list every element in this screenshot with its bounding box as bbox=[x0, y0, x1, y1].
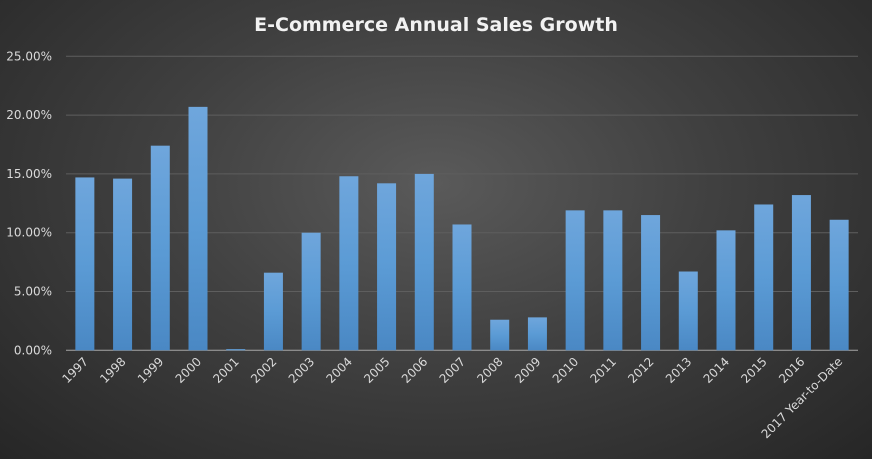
bar-2013 bbox=[678, 271, 698, 351]
x-tick-label: 2012 bbox=[625, 355, 656, 386]
bar-1999 bbox=[150, 145, 170, 351]
y-tick-label: 5.00% bbox=[14, 285, 52, 299]
x-tick-label: 2016 bbox=[776, 355, 807, 386]
bar-2003 bbox=[301, 232, 321, 351]
x-tick-label: 1999 bbox=[135, 355, 166, 386]
bar-1997 bbox=[75, 177, 95, 351]
y-tick-label: 0.00% bbox=[14, 343, 52, 357]
bar-2004 bbox=[339, 176, 359, 351]
x-tick-label: 2004 bbox=[323, 355, 354, 386]
bar-2017-year-to-date bbox=[829, 219, 849, 351]
x-tick-label: 1998 bbox=[97, 355, 128, 386]
bar-2000 bbox=[188, 106, 208, 351]
bar-2005 bbox=[377, 183, 397, 351]
bar-2007 bbox=[452, 224, 472, 351]
x-tick-label: 2002 bbox=[248, 355, 279, 386]
bar-2002 bbox=[263, 272, 283, 351]
x-tick-label: 2010 bbox=[550, 355, 581, 386]
bar-2011 bbox=[603, 210, 623, 351]
bar-1998 bbox=[113, 178, 133, 351]
y-tick-label: 25.00% bbox=[6, 49, 52, 63]
x-tick-label: 2011 bbox=[587, 355, 618, 386]
x-tick-label: 2005 bbox=[361, 355, 392, 386]
chart-title: E-Commerce Annual Sales Growth bbox=[254, 14, 618, 36]
x-tick-label: 2001 bbox=[210, 355, 241, 386]
x-tick-label: 2000 bbox=[173, 355, 204, 386]
y-tick-label: 20.00% bbox=[6, 108, 52, 122]
y-tick-label: 15.00% bbox=[6, 167, 52, 181]
x-tick-label: 2006 bbox=[399, 355, 430, 386]
bar-2012 bbox=[641, 215, 661, 351]
bar-2015 bbox=[754, 204, 774, 351]
x-tick-label: 2007 bbox=[437, 355, 468, 386]
x-tick-label: 2013 bbox=[663, 355, 694, 386]
bar-2009 bbox=[527, 317, 547, 351]
x-tick-label: 1997 bbox=[59, 355, 90, 386]
x-tick-label: 2014 bbox=[701, 355, 732, 386]
x-tick-label: 2003 bbox=[286, 355, 317, 386]
bar-2016 bbox=[791, 195, 811, 351]
x-tick-label: 2009 bbox=[512, 355, 543, 386]
bar-2001 bbox=[226, 349, 246, 351]
bar-2006 bbox=[414, 173, 434, 351]
x-tick-label: 2015 bbox=[738, 355, 769, 386]
y-tick-label: 10.00% bbox=[6, 226, 52, 240]
x-tick-label: 2008 bbox=[474, 355, 505, 386]
bar-2010 bbox=[565, 210, 585, 351]
bar-2008 bbox=[490, 319, 510, 351]
bar-2014 bbox=[716, 230, 736, 351]
